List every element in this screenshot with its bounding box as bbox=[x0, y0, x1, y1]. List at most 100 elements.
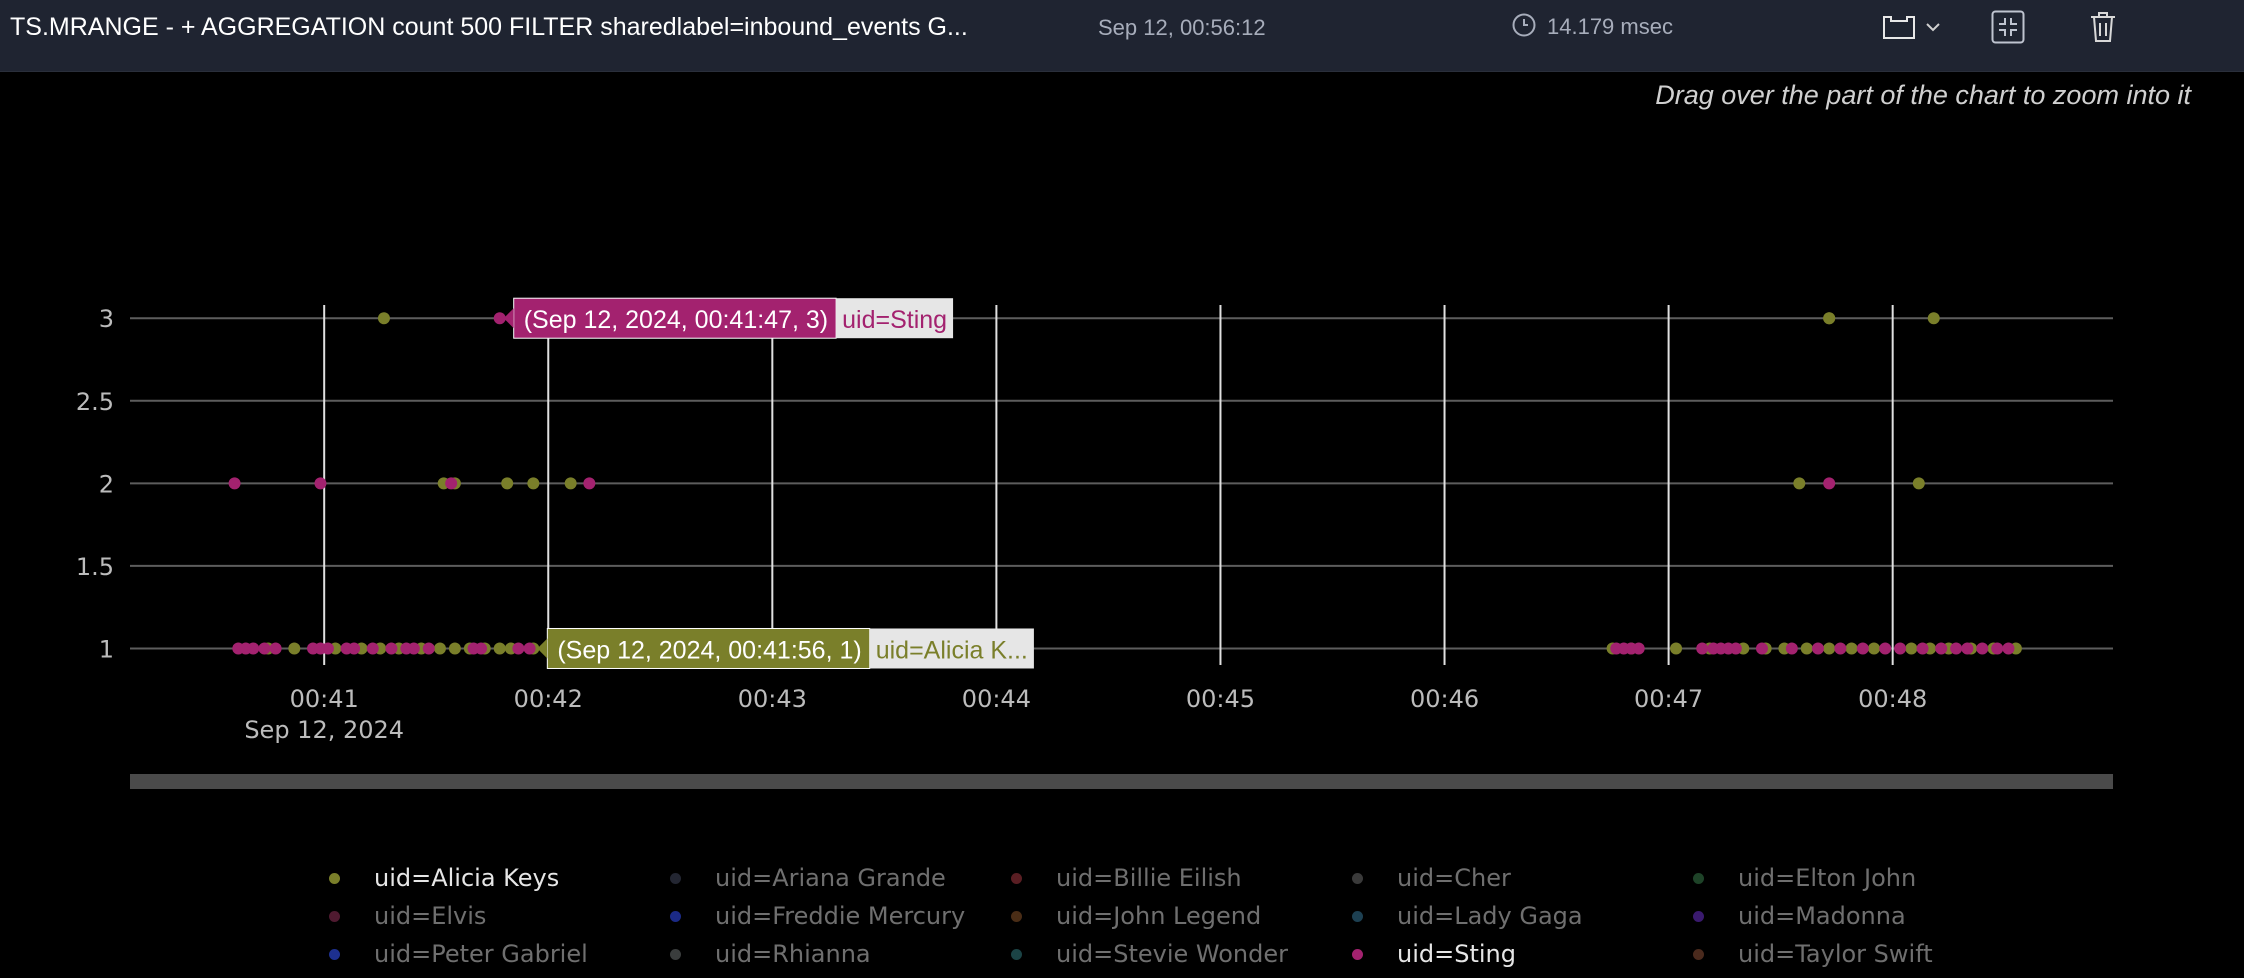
data-point bbox=[501, 477, 514, 490]
y-tick-label: 3 bbox=[99, 305, 114, 333]
data-point bbox=[1823, 642, 1836, 655]
chart-type-dropdown[interactable] bbox=[1878, 10, 1944, 44]
data-point bbox=[1950, 642, 1963, 655]
data-point bbox=[1961, 642, 1974, 655]
legend-item[interactable]: uid=Stevie Wonder bbox=[1007, 938, 1348, 970]
data-point bbox=[475, 642, 488, 655]
data-point bbox=[1905, 642, 1918, 655]
data-point bbox=[1845, 642, 1858, 655]
legend-marker bbox=[329, 910, 340, 922]
data-point bbox=[1811, 642, 1824, 655]
legend-label: uid=Alicia Keys bbox=[374, 864, 560, 892]
data-point bbox=[1632, 642, 1645, 655]
data-point bbox=[2002, 642, 2015, 655]
top-toolbar: TS.MRANGE - + AGGREGATION count 500 FILT… bbox=[0, 0, 2244, 72]
legend-item[interactable]: uid=Cher bbox=[1348, 862, 1689, 894]
legend-item[interactable]: uid=Alicia Keys bbox=[325, 862, 666, 894]
legend-item[interactable]: uid=Sting bbox=[1348, 938, 1689, 970]
legend-item[interactable]: uid=Taylor Swift bbox=[1689, 938, 2030, 970]
legend-item[interactable]: uid=Freddie Mercury bbox=[666, 900, 1007, 932]
legend-label: uid=John Legend bbox=[1056, 902, 1262, 930]
legend-item[interactable]: uid=Lady Gaga bbox=[1348, 900, 1689, 932]
legend-marker bbox=[1011, 872, 1022, 884]
data-point bbox=[269, 642, 282, 655]
legend-marker bbox=[329, 872, 340, 884]
data-point bbox=[1916, 642, 1929, 655]
legend-label: uid=Taylor Swift bbox=[1738, 940, 1933, 968]
minimize-icon bbox=[1991, 10, 2025, 44]
data-point bbox=[1927, 312, 1940, 325]
legend-marker bbox=[329, 948, 340, 960]
legend-item[interactable]: uid=Peter Gabriel bbox=[325, 938, 666, 970]
data-point bbox=[1755, 642, 1768, 655]
legend-item[interactable]: uid=Madonna bbox=[1689, 900, 2030, 932]
data-point bbox=[1823, 477, 1836, 490]
data-point bbox=[1823, 312, 1836, 325]
legend-label: uid=Elton John bbox=[1738, 864, 1917, 892]
tooltip-value: (Sep 12, 2024, 00:41:56, 1) bbox=[557, 636, 861, 664]
legend-label: uid=Freddie Mercury bbox=[715, 902, 966, 930]
zoom-reset-button[interactable] bbox=[1990, 10, 2026, 44]
data-point bbox=[1800, 642, 1813, 655]
x-tick-label: 00:43 bbox=[738, 685, 807, 713]
data-point bbox=[1670, 642, 1683, 655]
x-tick-label: 00:47 bbox=[1634, 685, 1703, 713]
data-point bbox=[1834, 642, 1847, 655]
delete-button[interactable] bbox=[2088, 10, 2118, 44]
data-point bbox=[1856, 642, 1869, 655]
data-point bbox=[366, 642, 379, 655]
data-point bbox=[247, 642, 260, 655]
clock-icon bbox=[1511, 12, 1537, 43]
data-point bbox=[1867, 642, 1880, 655]
legend-item[interactable]: uid=John Legend bbox=[1007, 900, 1348, 932]
data-point bbox=[583, 477, 596, 490]
legend-item[interactable]: uid=Elvis bbox=[325, 900, 666, 932]
legend-label: uid=Lady Gaga bbox=[1397, 902, 1583, 930]
legend-label: uid=Ariana Grande bbox=[715, 864, 946, 892]
data-point bbox=[377, 312, 390, 325]
tooltip-series: uid=Alicia K... bbox=[876, 636, 1028, 664]
data-point bbox=[1894, 642, 1907, 655]
data-point bbox=[1976, 642, 1989, 655]
data-point bbox=[422, 642, 435, 655]
data-point bbox=[1793, 477, 1806, 490]
legend-label: uid=Sting bbox=[1397, 940, 1516, 968]
legend-marker bbox=[1011, 948, 1022, 960]
chart-icon bbox=[1881, 12, 1917, 42]
data-point bbox=[288, 642, 301, 655]
data-point bbox=[407, 642, 420, 655]
legend-label: uid=Billie Eilish bbox=[1056, 864, 1242, 892]
legend-label: uid=Cher bbox=[1397, 864, 1511, 892]
data-point bbox=[1729, 642, 1742, 655]
data-point bbox=[314, 477, 327, 490]
trash-icon bbox=[2088, 10, 2118, 44]
scatter-chart[interactable]: 1 1.5 2 2.5 3 00:41 00:42 00:43 00:44 00:45 00:46 0… bbox=[0, 0, 2244, 860]
y-tick-label: 1.5 bbox=[76, 553, 114, 581]
x-tick-label: 00:46 bbox=[1410, 685, 1479, 713]
x-tick-label: 00:41 bbox=[290, 685, 359, 713]
x-tick-label: 00:45 bbox=[1186, 685, 1255, 713]
y-tick-label: 2 bbox=[99, 470, 114, 498]
data-point bbox=[527, 477, 540, 490]
data-point bbox=[258, 642, 271, 655]
chevron-down-icon bbox=[1925, 21, 1941, 33]
legend-item[interactable]: uid=Elton John bbox=[1689, 862, 2030, 894]
data-point bbox=[1879, 642, 1892, 655]
legend-marker bbox=[1693, 948, 1704, 960]
legend-marker bbox=[1693, 872, 1704, 884]
tooltip-series: uid=Sting bbox=[842, 306, 947, 334]
tooltip-series-box bbox=[869, 628, 1034, 669]
legend-label: uid=Elvis bbox=[374, 902, 487, 930]
data-point bbox=[321, 642, 334, 655]
x-date-label: Sep 12, 2024 bbox=[244, 716, 404, 744]
hover-tooltip: (Sep 12, 2024, 00:41:47, 3) uid=Sting bbox=[503, 297, 954, 339]
legend-item[interactable]: uid=Ariana Grande bbox=[666, 862, 1007, 894]
legend-marker bbox=[1352, 948, 1363, 960]
legend-item[interactable]: uid=Rhianna bbox=[666, 938, 1007, 970]
range-slider[interactable] bbox=[130, 774, 2113, 789]
query-timestamp: Sep 12, 00:56:12 bbox=[1098, 15, 1266, 40]
legend-marker bbox=[670, 948, 681, 960]
legend: uid=Alicia Keys uid=Ariana Grande uid=Bill… bbox=[325, 862, 2025, 970]
legend-item[interactable]: uid=Billie Eilish bbox=[1007, 862, 1348, 894]
data-point bbox=[448, 642, 461, 655]
